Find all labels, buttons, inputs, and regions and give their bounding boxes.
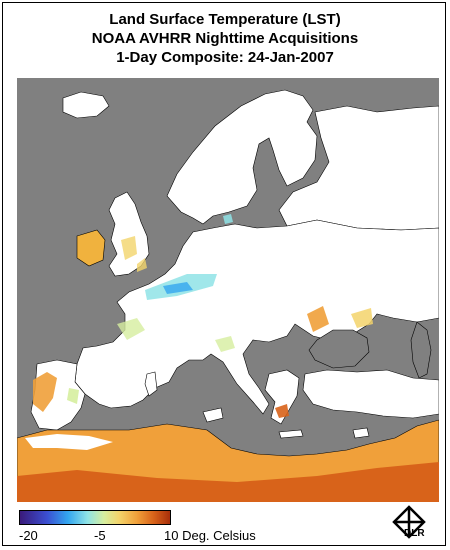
atlas-no-data-area bbox=[25, 434, 113, 450]
colorbar-max-label: 10 Deg. Celsius bbox=[164, 528, 256, 543]
cyprus-landmass bbox=[352, 427, 370, 439]
ukraine-warm-patch bbox=[307, 306, 329, 332]
crete-landmass bbox=[278, 429, 304, 439]
russia-south-patch bbox=[351, 308, 373, 328]
title-line-1: Land Surface Temperature (LST) bbox=[109, 11, 341, 28]
sardinia-landmass bbox=[144, 371, 158, 397]
north-africa-hot-zone bbox=[17, 462, 439, 502]
iceland-landmass bbox=[62, 91, 110, 119]
scandinavia-landmass bbox=[166, 89, 318, 225]
great-britain-landmass bbox=[108, 191, 150, 277]
title-line-3: 1-Day Composite: 24-Jan-2007 bbox=[116, 49, 334, 66]
anatolia-landmass bbox=[302, 369, 439, 419]
britain-south-patch bbox=[137, 258, 147, 272]
sicily-landmass bbox=[202, 407, 224, 423]
baltic-cool-patch bbox=[223, 214, 233, 224]
ireland-landmass bbox=[76, 229, 106, 267]
temperature-colorbar bbox=[19, 510, 171, 525]
europe-lst-map bbox=[17, 78, 439, 502]
black-sea bbox=[308, 329, 370, 369]
france-mild-patch bbox=[117, 318, 145, 340]
dlr-logo-text: DLR bbox=[404, 528, 425, 539]
colorbar-mid-label: -5 bbox=[94, 528, 106, 543]
title-line-2: NOAA AVHRR Nighttime Acquisitions bbox=[91, 30, 359, 47]
balkans-mild-patch bbox=[215, 336, 235, 352]
caspian-sea bbox=[410, 321, 432, 379]
iberia-mild-patch bbox=[67, 388, 79, 404]
greece-landmass bbox=[264, 369, 300, 425]
colorbar-min-label: -20 bbox=[19, 528, 38, 543]
dlr-logo-icon bbox=[392, 505, 426, 539]
central-europe-cold-patch bbox=[163, 282, 193, 294]
iberia-warm-patch bbox=[33, 372, 57, 412]
greece-hot-patch bbox=[275, 404, 289, 418]
map-title: Land Surface Temperature (LST) NOAA AVHR… bbox=[0, 10, 450, 67]
britain-warm-patch bbox=[121, 236, 137, 260]
